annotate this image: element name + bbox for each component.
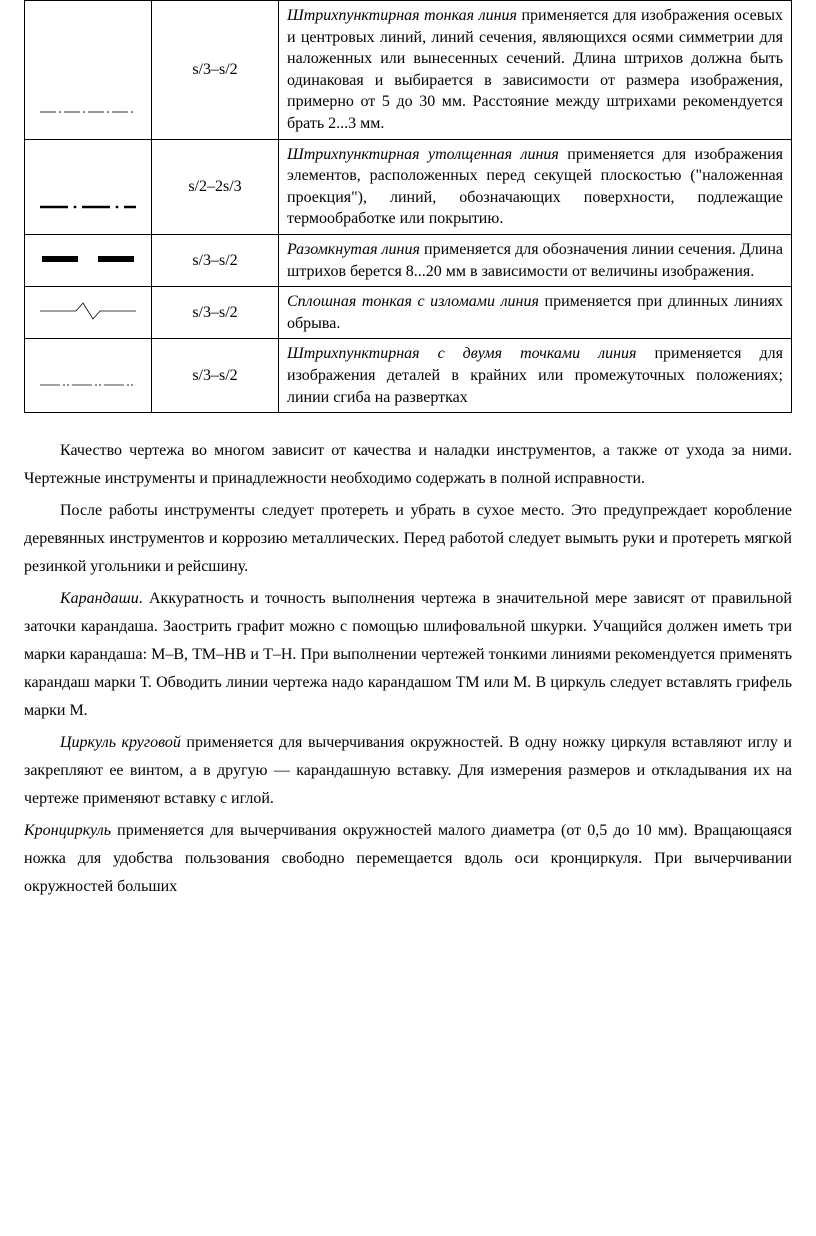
table-row: s/3–s/2Сплошная тонкая с изломами линия … xyxy=(25,287,792,339)
line-term: Сплошная тонкая с изломами линия xyxy=(287,293,539,310)
thickness-cell: s/2–2s/3 xyxy=(152,139,279,234)
dash-two-dot-thin-icon xyxy=(38,384,138,401)
line-term: Штрихпунктирная утолщенная линия xyxy=(287,146,559,163)
table-row: s/3–s/2Разомкнутая линия применяется для… xyxy=(25,234,792,286)
line-sample-cell xyxy=(25,1,152,140)
line-term: Штрихпунктирная с двумя точками линия xyxy=(287,345,637,362)
thickness-cell: s/3–s/2 xyxy=(152,234,279,286)
document-page: s/3–s/2Штрихпунктирная тонкая линия прим… xyxy=(0,0,816,929)
description-cell: Разомкнутая линия применяется для обозна… xyxy=(279,234,792,286)
paragraph: Циркуль круговой применяется для вычерчи… xyxy=(24,729,792,813)
dash-dot-thick-icon xyxy=(38,206,138,223)
paragraph-text: Качество чертежа во многом зависит от ка… xyxy=(24,442,792,487)
table-row: s/3–s/2Штрихпунктирная с двумя точками л… xyxy=(25,339,792,413)
paragraph-lead: Карандаши xyxy=(60,590,139,607)
paragraph: Карандаши. Аккуратность и точность выпол… xyxy=(24,585,792,725)
paragraph-text: . Аккуратность и точность выполнения чер… xyxy=(24,590,792,719)
paragraph-lead: Циркуль круговой xyxy=(60,734,181,751)
zigzag-thin-icon xyxy=(38,310,138,327)
table-body: s/3–s/2Штрихпунктирная тонкая линия прим… xyxy=(25,1,792,413)
description-cell: Штрихпунктирная утолщенная линия применя… xyxy=(279,139,792,234)
paragraph: Качество чертежа во многом зависит от ка… xyxy=(24,437,792,493)
paragraph-text: применяется для вычерчивания окружностей… xyxy=(24,822,792,895)
line-sample-cell xyxy=(25,139,152,234)
description-cell: Штрихпунктирная тонкая линия применяется… xyxy=(279,1,792,140)
description-cell: Штрихпунктирная с двумя точками линия пр… xyxy=(279,339,792,413)
line-sample-cell xyxy=(25,234,152,286)
line-term: Штрихпунктирная тонкая линия xyxy=(287,7,517,24)
paragraph: После работы инструменты следует протере… xyxy=(24,497,792,581)
line-types-table: s/3–s/2Штрихпунктирная тонкая линия прим… xyxy=(24,0,792,413)
description-cell: Сплошная тонкая с изломами линия применя… xyxy=(279,287,792,339)
paragraph-text: После работы инструменты следует протере… xyxy=(24,502,792,575)
line-sample-cell xyxy=(25,339,152,413)
thickness-cell: s/3–s/2 xyxy=(152,1,279,140)
dash-dot-thin-icon xyxy=(38,111,138,128)
thickness-cell: s/3–s/2 xyxy=(152,287,279,339)
table-row: s/2–2s/3Штрихпунктирная утолщенная линия… xyxy=(25,139,792,234)
line-term: Разомкнутая линия xyxy=(287,241,420,258)
paragraph: Кронциркуль применяется для вычерчивания… xyxy=(24,817,792,901)
line-description: применяется для изображения осевых и цен… xyxy=(287,7,783,132)
open-thick-icon xyxy=(38,258,138,275)
thickness-cell: s/3–s/2 xyxy=(152,339,279,413)
body-paragraphs: Качество чертежа во многом зависит от ка… xyxy=(24,437,792,901)
line-sample-cell xyxy=(25,287,152,339)
table-row: s/3–s/2Штрихпунктирная тонкая линия прим… xyxy=(25,1,792,140)
paragraph-lead: Кронциркуль xyxy=(24,822,111,839)
